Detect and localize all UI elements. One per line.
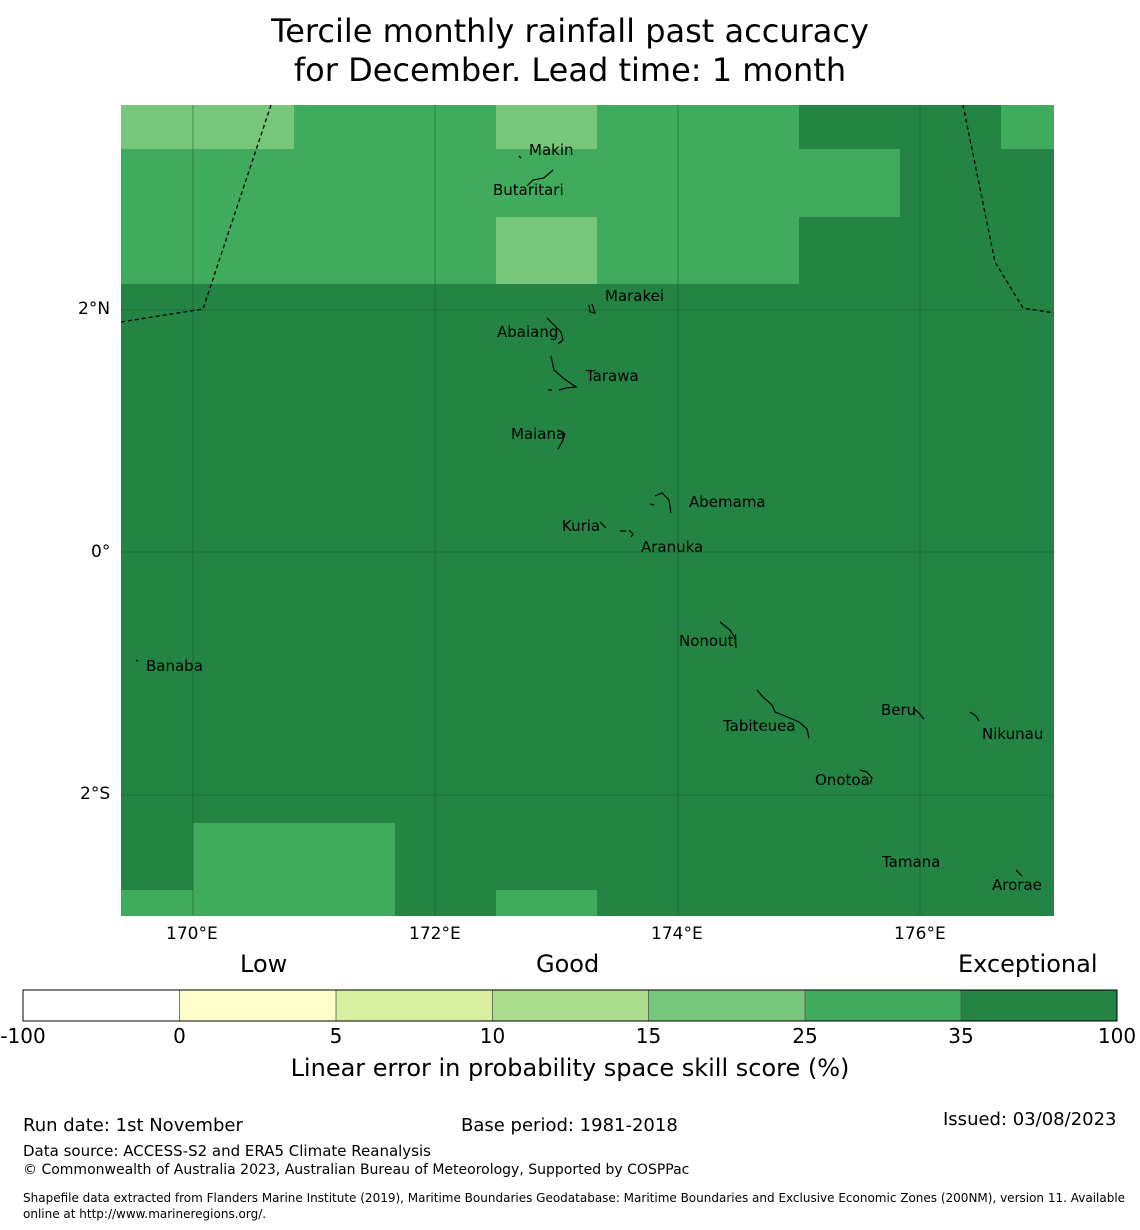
colorbar-label: Linear error in probability space skill … (290, 1054, 850, 1082)
colorbar-tick: 0 (173, 1024, 186, 1048)
colorbar-tick: -100 (0, 1024, 46, 1048)
island-label-abemama: Abemama (689, 493, 766, 511)
grid-cell (496, 890, 597, 916)
lon-tick-170e: 170°E (166, 924, 218, 944)
colorbar-segment (961, 990, 1117, 1021)
colorbar-segment (179, 990, 336, 1021)
colorbar-tick: 5 (329, 1024, 343, 1048)
island-outlines (135, 155, 1023, 877)
eez-boundary (120, 104, 1055, 323)
copyright: © Commonwealth of Australia 2023, Austra… (23, 1162, 690, 1178)
lat-tick-0: 0° (91, 542, 111, 562)
island-label-makin: Makin (529, 141, 574, 159)
island-label-nikunau: Nikunau (982, 725, 1044, 743)
island-label-aranuka: Aranuka (641, 538, 704, 556)
colorbar-segment (648, 990, 805, 1021)
colorbar-frame (22, 989, 1118, 1022)
run-date: Run date: 1st November (23, 1115, 243, 1136)
island-label-tarawa: Tarawa (586, 367, 639, 385)
island-label-tamana: Tamana (882, 853, 941, 871)
grid-cell (121, 890, 193, 916)
grid-cell (294, 105, 496, 149)
island-label-abaiang: Abaiang (497, 323, 559, 341)
island-label-marakei: Marakei (605, 287, 665, 305)
colorbar-category-low: Low (240, 950, 288, 978)
colorbar-segment (805, 990, 961, 1021)
data-source: Data source: ACCESS-S2 and ERA5 Climate … (23, 1142, 431, 1160)
grid-cell (1001, 105, 1054, 149)
island-label-onotoa: Onotoa (815, 771, 870, 789)
title-line-1: Tercile monthly rainfall past accuracy (271, 12, 869, 50)
lat-tick-2n: 2°N (78, 299, 111, 319)
grid-cell (193, 823, 395, 916)
lon-tick-174e: 174°E (651, 924, 703, 944)
colorbar-tick: 10 (479, 1024, 506, 1048)
island-label-nonouti: Nonouti (679, 632, 738, 650)
grid-cell (121, 217, 496, 284)
skill-grid (121, 105, 1054, 916)
colorbar-category-good: Good (536, 950, 600, 978)
colorbar-tick: 15 (635, 1024, 662, 1048)
lon-tick-176e: 176°E (894, 924, 946, 944)
issued-date: Issued: 03/08/2023 (943, 1109, 1117, 1130)
grid-cell (121, 149, 900, 217)
island-label-kuria: Kuria (562, 517, 601, 535)
island-label-tabiteuea: Tabiteuea (723, 717, 796, 735)
island-label-arorae: Arorae (992, 876, 1042, 894)
colorbar-category-exceptional: Exceptional (958, 950, 1098, 978)
island-label-beru: Beru (881, 701, 917, 719)
grid-cell (597, 105, 799, 149)
lat-tick-2s: 2°S (80, 784, 111, 804)
colorbar-segment (23, 990, 180, 1021)
graticule (121, 105, 1054, 916)
grid-cell (496, 105, 597, 149)
base-period: Base period: 1981-2018 (461, 1115, 678, 1136)
island-label-banaba: Banaba (146, 657, 203, 675)
title-line-2: for December. Lead time: 1 month (293, 51, 847, 89)
grid-cell (496, 217, 597, 284)
colorbar-tick: 100 (1097, 1024, 1137, 1048)
colorbar-tick: 25 (792, 1024, 818, 1048)
island-label-butaritari: Butaritari (493, 181, 564, 199)
colorbar-tick: 35 (948, 1024, 974, 1048)
colorbar-segment (336, 990, 493, 1021)
island-label-maiana: Maiana (511, 425, 566, 443)
grid-cell (121, 105, 294, 149)
lon-tick-172e: 172°E (409, 924, 461, 944)
grid-cell (597, 217, 799, 284)
colorbar-segment (492, 990, 649, 1021)
shapefile-credit-line-2: online at http://www.marineregions.org/. (23, 1207, 267, 1221)
shapefile-credit-line-1: Shapefile data extracted from Flanders M… (23, 1191, 1126, 1205)
